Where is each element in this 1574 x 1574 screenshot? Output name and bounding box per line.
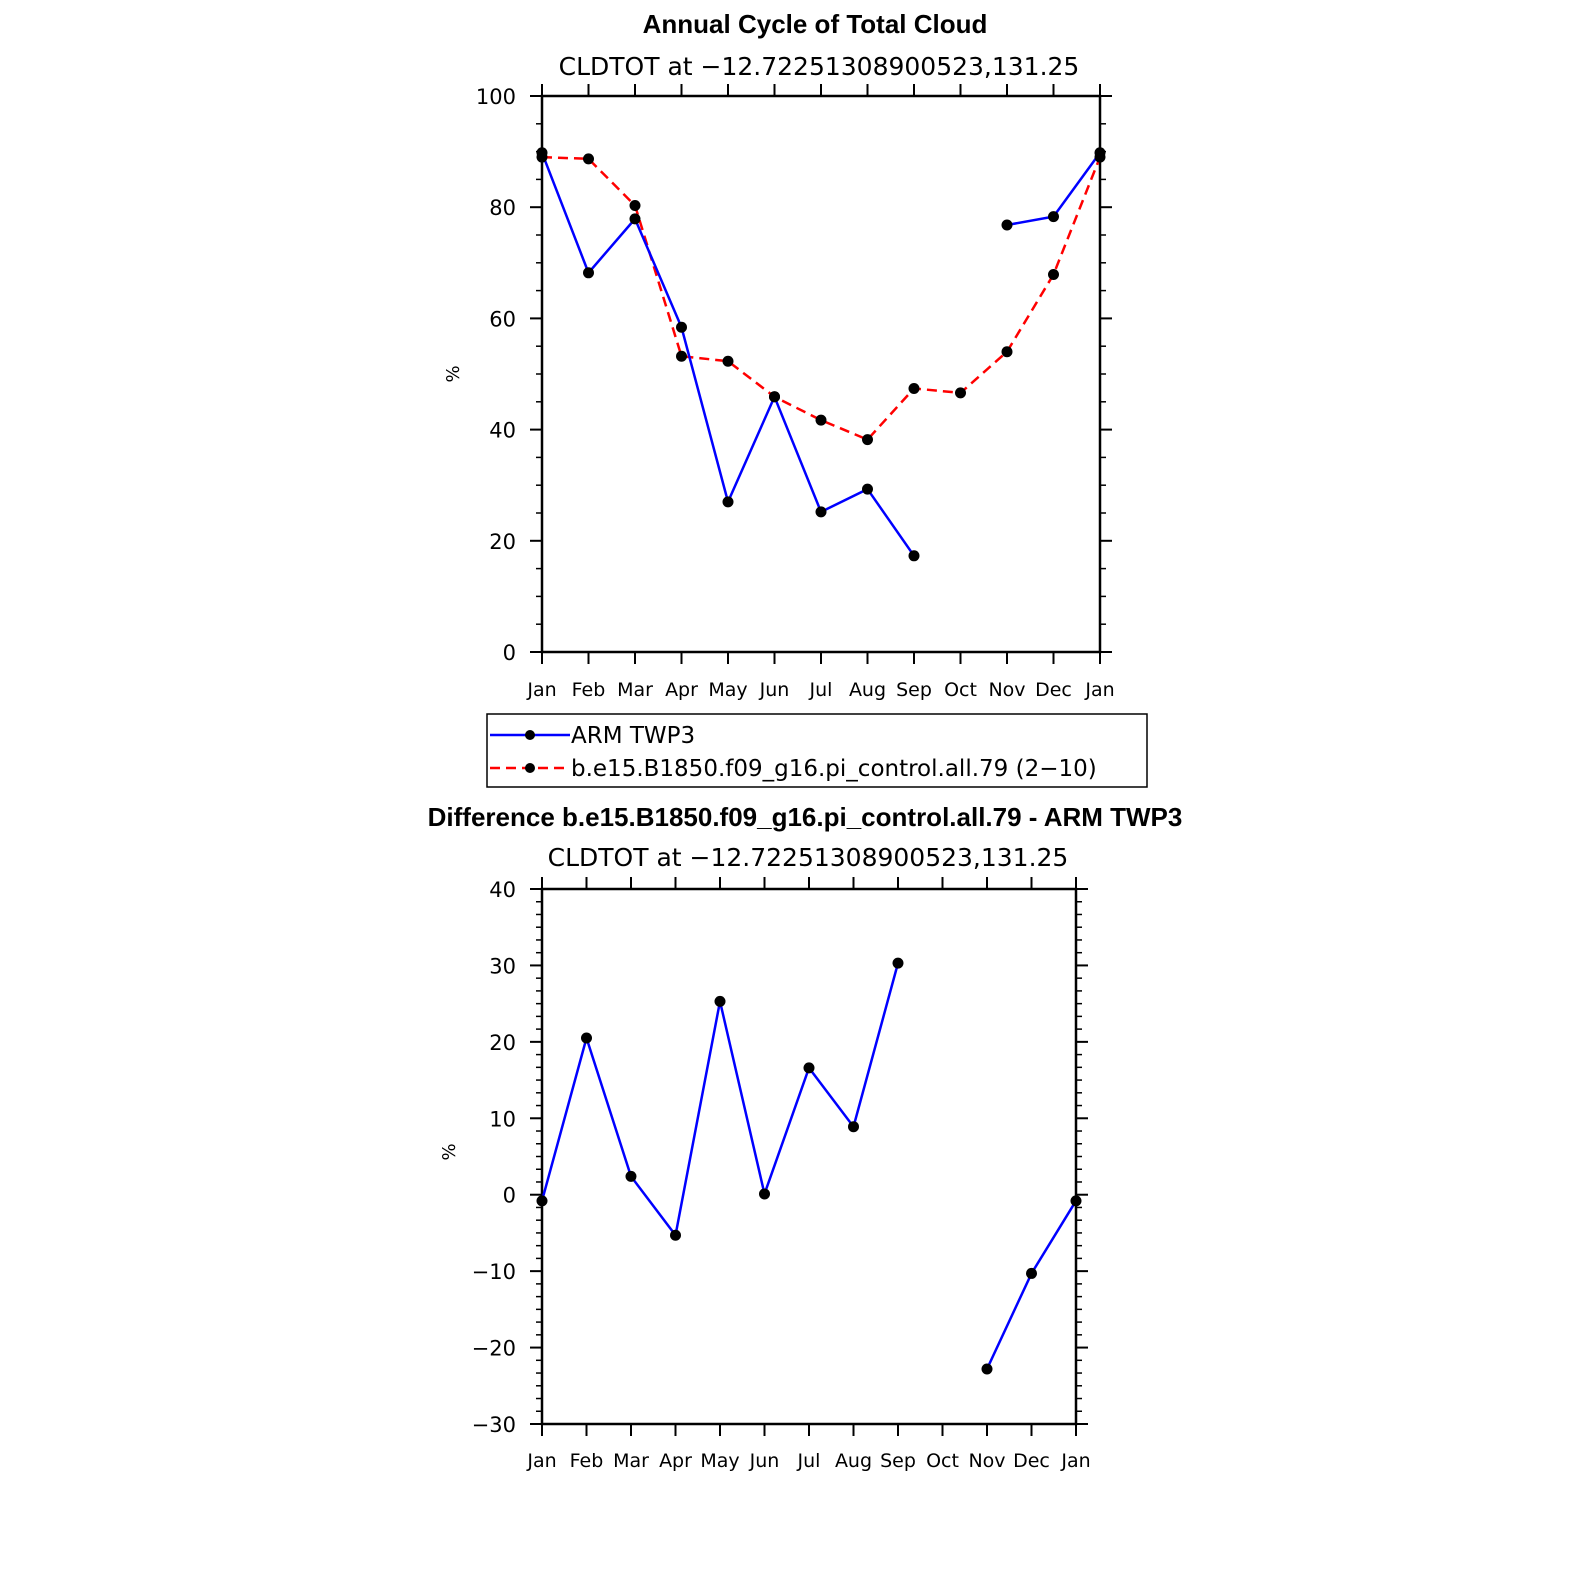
y-tick-label: 10 xyxy=(489,1107,516,1131)
x-tick-label: Jun xyxy=(759,679,790,701)
data-point-0 xyxy=(815,506,827,518)
data-point-0 xyxy=(536,147,548,159)
data-point-0 xyxy=(536,1195,548,1207)
data-point-0 xyxy=(908,550,920,562)
y-tick-label: 0 xyxy=(503,1184,516,1208)
data-point-0 xyxy=(625,1170,637,1182)
y-tick-label: 40 xyxy=(489,419,516,443)
x-tick-label: Feb xyxy=(570,1450,604,1472)
data-point-0 xyxy=(1001,219,1013,231)
data-point-1 xyxy=(862,434,873,446)
data-point-0 xyxy=(981,1363,993,1375)
x-tick-label: Jan xyxy=(526,1450,556,1472)
x-tick-label: Apr xyxy=(665,679,698,701)
x-tick-label: Mar xyxy=(617,679,653,701)
chart-title: Annual Cycle of Total Cloud xyxy=(643,9,988,39)
data-point-0 xyxy=(629,213,641,225)
y-tick-label: −20 xyxy=(472,1337,516,1361)
y-tick-label: 0 xyxy=(503,641,516,665)
legend-marker-model xyxy=(525,763,535,773)
data-point-0 xyxy=(1094,147,1106,159)
x-tick-label: Jan xyxy=(1060,1450,1090,1472)
x-tick-label: Jul xyxy=(809,679,833,701)
y-tick-label: 60 xyxy=(489,307,516,331)
x-tick-label: Sep xyxy=(896,679,932,701)
y-tick-label: 80 xyxy=(489,196,516,220)
data-point-0 xyxy=(892,957,904,969)
x-tick-label: Jan xyxy=(526,679,556,701)
data-point-0 xyxy=(862,483,873,495)
y-tick-label: −10 xyxy=(472,1260,516,1284)
data-point-1 xyxy=(908,382,920,394)
x-tick-label: Dec xyxy=(1035,679,1072,701)
series-markers xyxy=(536,957,1082,1375)
x-tick-label: Nov xyxy=(968,1450,1005,1472)
data-point-0 xyxy=(769,391,780,403)
series-line-0 xyxy=(540,152,916,557)
x-tick-label: Aug xyxy=(849,679,886,701)
legend-box xyxy=(486,713,1148,788)
data-point-1 xyxy=(722,355,734,367)
data-point-0 xyxy=(670,1229,681,1241)
data-point-0 xyxy=(714,995,726,1007)
data-point-0 xyxy=(1048,211,1059,223)
x-tick-label: Oct xyxy=(926,1450,959,1472)
y-tick-label: 20 xyxy=(489,530,516,554)
y-tick-label: 30 xyxy=(489,954,516,978)
data-point-1 xyxy=(815,414,827,426)
x-tick-label: Jul xyxy=(797,1450,821,1472)
x-tick-label: Dec xyxy=(1013,1450,1050,1472)
x-tick-label: Mar xyxy=(613,1450,649,1472)
x-tick-label: Feb xyxy=(572,679,606,701)
y-tick-label: −30 xyxy=(472,1413,516,1437)
data-point-0 xyxy=(803,1062,815,1074)
series-line-0 xyxy=(985,1200,1078,1370)
x-tick-label: Apr xyxy=(659,1450,692,1472)
legend-label-arm: ARM TWP3 xyxy=(571,723,695,749)
data-point-1 xyxy=(629,200,641,212)
series-lines xyxy=(540,151,1102,557)
x-tick-label: Jun xyxy=(749,1450,780,1472)
y-tick-label: 20 xyxy=(489,1031,516,1055)
data-point-1 xyxy=(1048,268,1059,280)
x-tick-label: Nov xyxy=(988,679,1025,701)
chart-subtitle: CLDTOT at −12.72251308900523,131.25 xyxy=(548,843,1069,872)
legend-marker-arm xyxy=(525,730,535,740)
data-point-0 xyxy=(1026,1267,1037,1279)
data-point-1 xyxy=(955,387,966,399)
data-point-1 xyxy=(583,153,594,165)
x-tick-label: May xyxy=(708,679,747,701)
data-point-0 xyxy=(759,1188,770,1200)
legend: ARM TWP3 b.e15.B1850.f09_g16.pi_control.… xyxy=(486,713,1148,788)
x-tick-label: Sep xyxy=(880,1450,916,1472)
series-markers xyxy=(536,147,1106,562)
annual-cycle-chart: Annual Cycle of Total Cloud CLDTOT at −1… xyxy=(443,9,1148,788)
data-point-1 xyxy=(1001,346,1013,358)
plot-frame xyxy=(540,887,1078,1426)
data-point-0 xyxy=(848,1121,859,1133)
data-point-0 xyxy=(581,1032,592,1044)
data-point-0 xyxy=(1070,1195,1082,1207)
x-tick-label: Aug xyxy=(835,1450,872,1472)
plot-frame xyxy=(540,94,1102,654)
x-tick-label: May xyxy=(700,1450,739,1472)
chart-title: Difference b.e15.B1850.f09_g16.pi_contro… xyxy=(428,802,1183,832)
x-tick-label: Oct xyxy=(944,679,977,701)
series-line-1 xyxy=(541,155,1102,442)
legend-label-model: b.e15.B1850.f09_g16.pi_control.all.79 (2… xyxy=(571,756,1097,782)
chart-subtitle: CLDTOT at −12.72251308900523,131.25 xyxy=(559,52,1080,81)
x-tick-label: Jan xyxy=(1084,679,1114,701)
data-point-0 xyxy=(583,267,594,279)
data-point-0 xyxy=(722,496,734,508)
y-axis-label: % xyxy=(439,1143,460,1160)
data-point-0 xyxy=(676,321,687,333)
difference-chart: Difference b.e15.B1850.f09_g16.pi_contro… xyxy=(428,802,1183,1472)
series-lines xyxy=(540,962,1078,1370)
y-tick-label: 100 xyxy=(476,85,516,109)
y-tick-label: 40 xyxy=(489,878,516,902)
y-axis-label: % xyxy=(443,365,464,382)
data-point-1 xyxy=(676,350,687,362)
